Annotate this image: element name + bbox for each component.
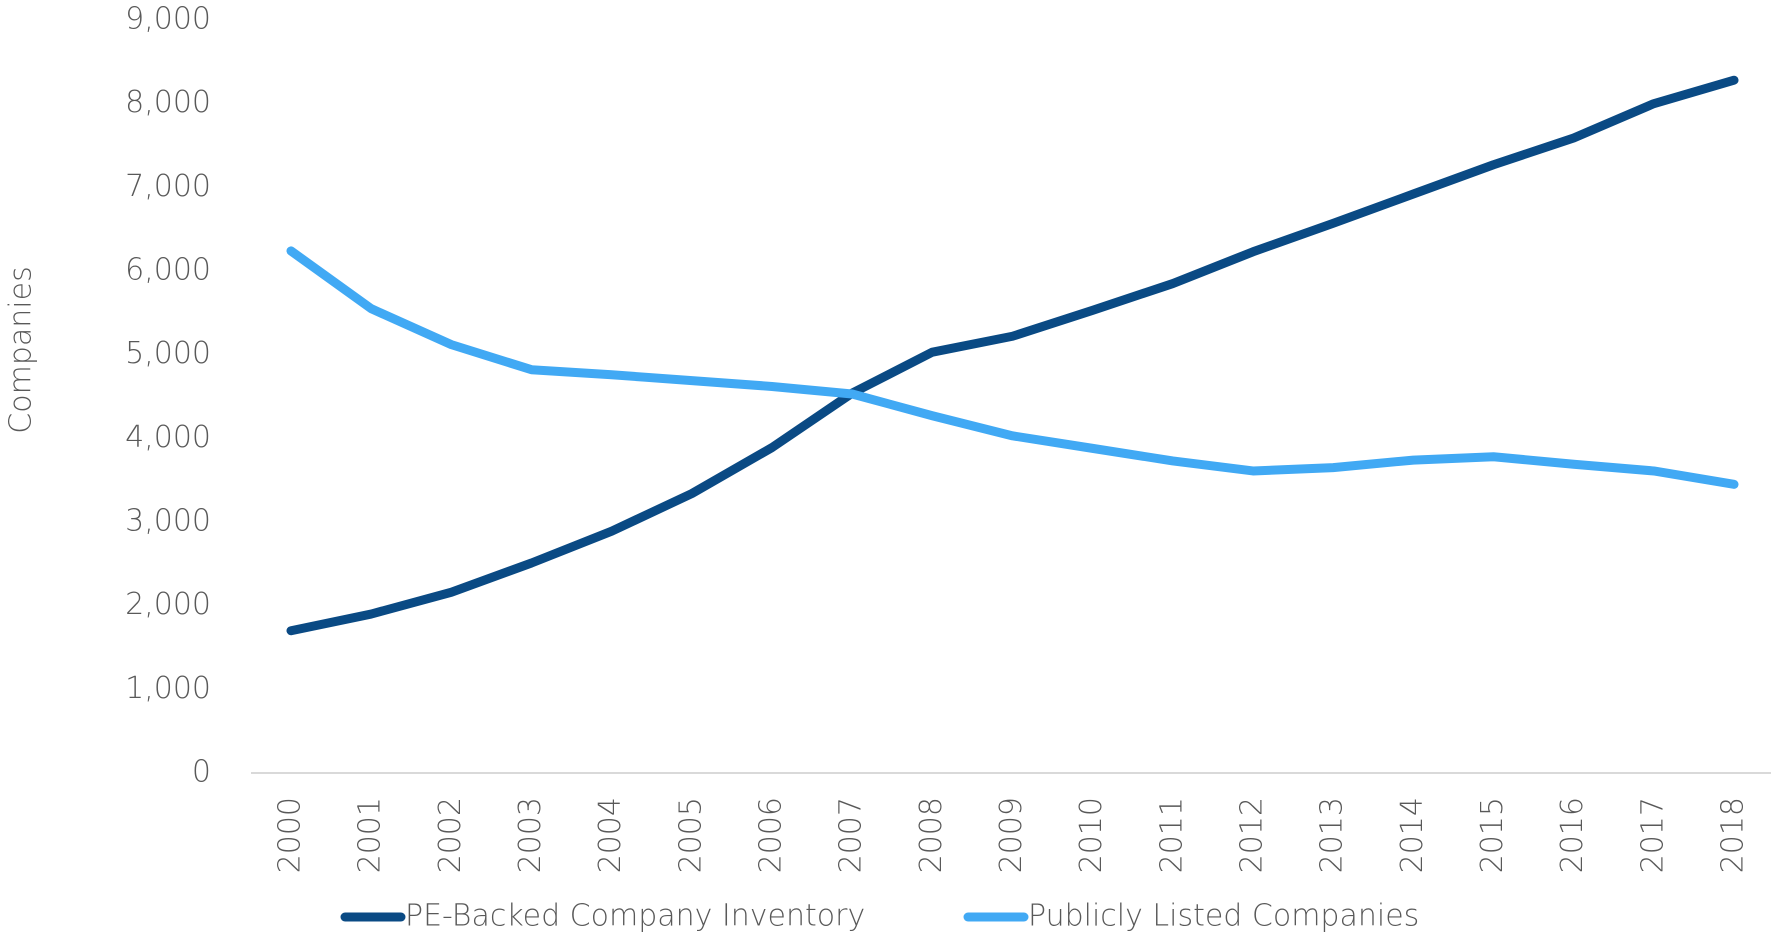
y-tick-label: 9,000 [125, 2, 211, 37]
series-line [286, 75, 1739, 636]
x-tick-label: 2006 [754, 797, 789, 873]
x-tick-label: 2010 [1074, 797, 1109, 873]
x-tick-label: 2008 [914, 797, 949, 873]
x-tick-label: 2018 [1716, 797, 1751, 873]
x-tick-label: 2001 [353, 797, 388, 873]
x-tick-label: 2015 [1475, 797, 1510, 873]
legend-label: PE-Backed Company Inventory [405, 899, 865, 934]
x-tick-label: 2005 [673, 797, 708, 873]
y-tick-label: 6,000 [125, 253, 211, 288]
x-tick-label: 2014 [1395, 797, 1430, 873]
y-tick-label: 0 [192, 755, 211, 790]
x-tick-label: 2013 [1315, 797, 1350, 873]
y-tick-label: 4,000 [125, 420, 211, 455]
x-tick-label: 2004 [593, 797, 628, 873]
x-tick-label: 2000 [273, 797, 308, 873]
legend-label: Publicly Listed Companies [1028, 899, 1419, 934]
x-tick-label: 2011 [1154, 797, 1189, 873]
y-tick-label: 7,000 [125, 169, 211, 204]
x-tick-label: 2003 [513, 797, 548, 873]
x-tick-label: 2012 [1235, 797, 1270, 873]
y-tick-label: 1,000 [125, 671, 211, 706]
x-tick-label: 2007 [834, 797, 869, 873]
y-tick-label: 3,000 [125, 504, 211, 539]
x-tick-label: 2017 [1635, 797, 1670, 873]
y-axis-label: Companies [4, 266, 39, 433]
y-tick-label: 2,000 [125, 587, 211, 622]
x-tick-label: 2009 [994, 797, 1029, 873]
y-tick-label: 8,000 [125, 85, 211, 120]
x-tick-label: 2016 [1555, 797, 1590, 873]
y-tick-label: 5,000 [125, 336, 211, 371]
x-tick-label: 2002 [433, 797, 468, 873]
series-line [286, 246, 1739, 489]
